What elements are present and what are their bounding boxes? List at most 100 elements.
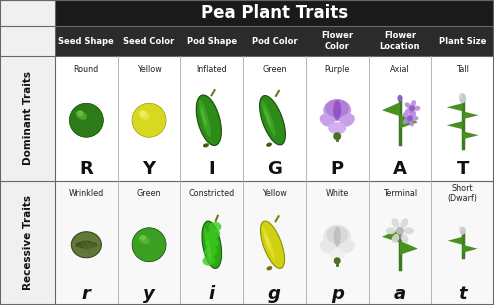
Circle shape xyxy=(140,235,146,241)
Ellipse shape xyxy=(386,227,396,234)
Ellipse shape xyxy=(403,113,409,118)
Ellipse shape xyxy=(459,227,466,235)
Text: Plant Size: Plant Size xyxy=(439,37,486,45)
Text: Yellow: Yellow xyxy=(137,64,162,74)
Ellipse shape xyxy=(459,93,466,103)
Circle shape xyxy=(407,115,413,121)
Circle shape xyxy=(132,228,166,262)
Circle shape xyxy=(69,103,103,137)
Text: Axial: Axial xyxy=(390,64,410,74)
Polygon shape xyxy=(400,241,418,255)
Ellipse shape xyxy=(204,246,217,257)
Polygon shape xyxy=(400,114,418,128)
Ellipse shape xyxy=(207,229,220,239)
Ellipse shape xyxy=(208,222,221,232)
Ellipse shape xyxy=(196,95,221,145)
Ellipse shape xyxy=(203,256,215,266)
Ellipse shape xyxy=(203,143,209,147)
Ellipse shape xyxy=(264,108,271,127)
Ellipse shape xyxy=(411,100,416,107)
Text: Flower
Location: Flower Location xyxy=(380,31,420,51)
Ellipse shape xyxy=(328,122,346,134)
Ellipse shape xyxy=(323,99,351,121)
Ellipse shape xyxy=(204,228,211,262)
Bar xyxy=(55,26,494,56)
Text: T: T xyxy=(456,160,469,178)
Ellipse shape xyxy=(267,266,272,271)
Text: t: t xyxy=(458,285,467,303)
Polygon shape xyxy=(463,245,478,253)
Text: i: i xyxy=(209,285,215,303)
Polygon shape xyxy=(463,111,479,119)
Ellipse shape xyxy=(392,234,399,243)
Text: Green: Green xyxy=(262,64,287,74)
Text: Flower
Color: Flower Color xyxy=(321,31,353,51)
Ellipse shape xyxy=(404,227,414,234)
Ellipse shape xyxy=(323,225,351,249)
Ellipse shape xyxy=(82,242,96,253)
Ellipse shape xyxy=(340,114,355,127)
Text: Green: Green xyxy=(137,189,162,198)
Ellipse shape xyxy=(196,95,221,145)
Ellipse shape xyxy=(262,226,275,260)
Polygon shape xyxy=(382,102,400,116)
Ellipse shape xyxy=(412,116,418,121)
Ellipse shape xyxy=(409,110,414,117)
Circle shape xyxy=(396,227,404,235)
Text: Tall: Tall xyxy=(456,64,469,74)
Text: Constricted: Constricted xyxy=(189,189,235,198)
Polygon shape xyxy=(382,229,400,243)
Text: Y: Y xyxy=(142,160,156,178)
Ellipse shape xyxy=(392,218,399,228)
Ellipse shape xyxy=(333,132,341,140)
Ellipse shape xyxy=(206,238,218,248)
Circle shape xyxy=(132,228,166,262)
Bar xyxy=(55,56,494,181)
Ellipse shape xyxy=(325,99,349,117)
Polygon shape xyxy=(463,131,479,139)
Ellipse shape xyxy=(71,232,101,258)
Text: Pea Plant Traits: Pea Plant Traits xyxy=(201,4,348,22)
Text: White: White xyxy=(326,189,349,198)
Circle shape xyxy=(132,103,166,137)
Text: R: R xyxy=(80,160,93,178)
Ellipse shape xyxy=(202,221,222,268)
Text: g: g xyxy=(268,285,281,303)
Text: Recessive Traits: Recessive Traits xyxy=(23,195,33,290)
Ellipse shape xyxy=(459,226,462,231)
Text: Pod Color: Pod Color xyxy=(251,37,297,45)
Polygon shape xyxy=(447,103,463,111)
Ellipse shape xyxy=(260,221,285,268)
Text: Purple: Purple xyxy=(325,64,350,74)
Text: a: a xyxy=(394,285,406,303)
Text: Short
(Dwarf): Short (Dwarf) xyxy=(448,184,478,203)
Text: Terminal: Terminal xyxy=(383,189,417,198)
Text: Seed Color: Seed Color xyxy=(124,37,175,45)
Circle shape xyxy=(140,110,146,116)
Text: Yellow: Yellow xyxy=(262,189,287,198)
Ellipse shape xyxy=(264,233,271,250)
Ellipse shape xyxy=(405,102,411,108)
Ellipse shape xyxy=(334,257,341,264)
Ellipse shape xyxy=(266,142,272,147)
Ellipse shape xyxy=(333,100,341,120)
Ellipse shape xyxy=(401,234,409,243)
Ellipse shape xyxy=(403,118,409,124)
Ellipse shape xyxy=(260,221,285,268)
Text: Inflated: Inflated xyxy=(197,64,227,74)
Bar xyxy=(55,0,494,26)
Ellipse shape xyxy=(71,232,101,258)
Ellipse shape xyxy=(329,250,345,260)
Circle shape xyxy=(69,103,103,137)
Ellipse shape xyxy=(458,93,463,99)
Ellipse shape xyxy=(138,111,150,120)
Text: Seed Shape: Seed Shape xyxy=(58,37,114,45)
Ellipse shape xyxy=(259,95,286,145)
Text: Dominant Traits: Dominant Traits xyxy=(23,71,33,165)
Ellipse shape xyxy=(326,226,348,244)
Text: Round: Round xyxy=(74,64,99,74)
Ellipse shape xyxy=(259,95,286,145)
Text: y: y xyxy=(143,285,155,303)
Text: P: P xyxy=(330,160,344,178)
Ellipse shape xyxy=(405,108,411,114)
